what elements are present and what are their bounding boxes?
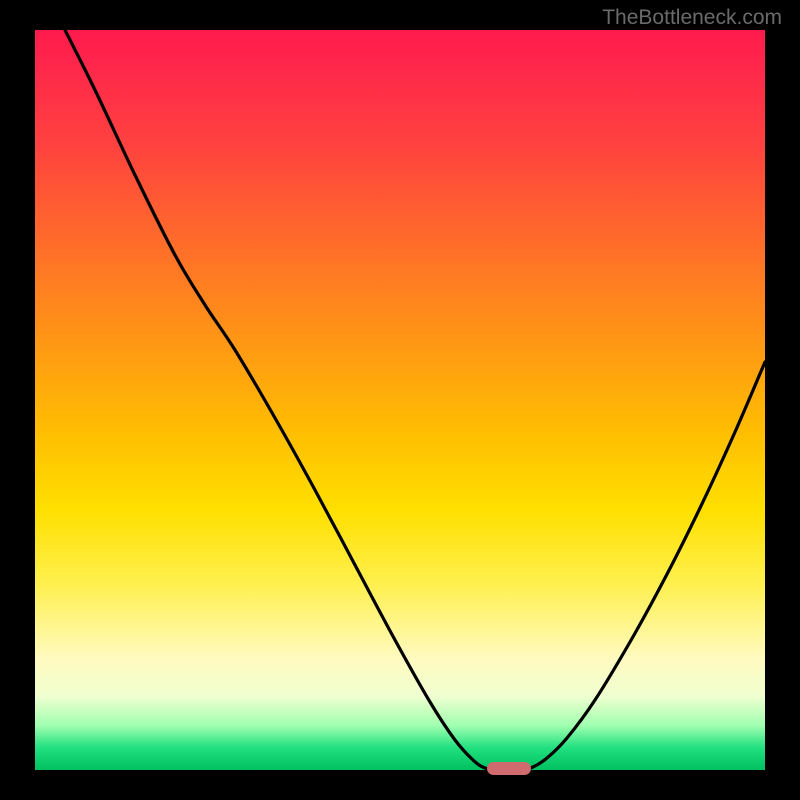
plot-area [35, 30, 765, 770]
optimal-marker [487, 762, 531, 775]
bottleneck-curve [35, 30, 765, 770]
watermark: TheBottleneck.com [602, 6, 782, 30]
